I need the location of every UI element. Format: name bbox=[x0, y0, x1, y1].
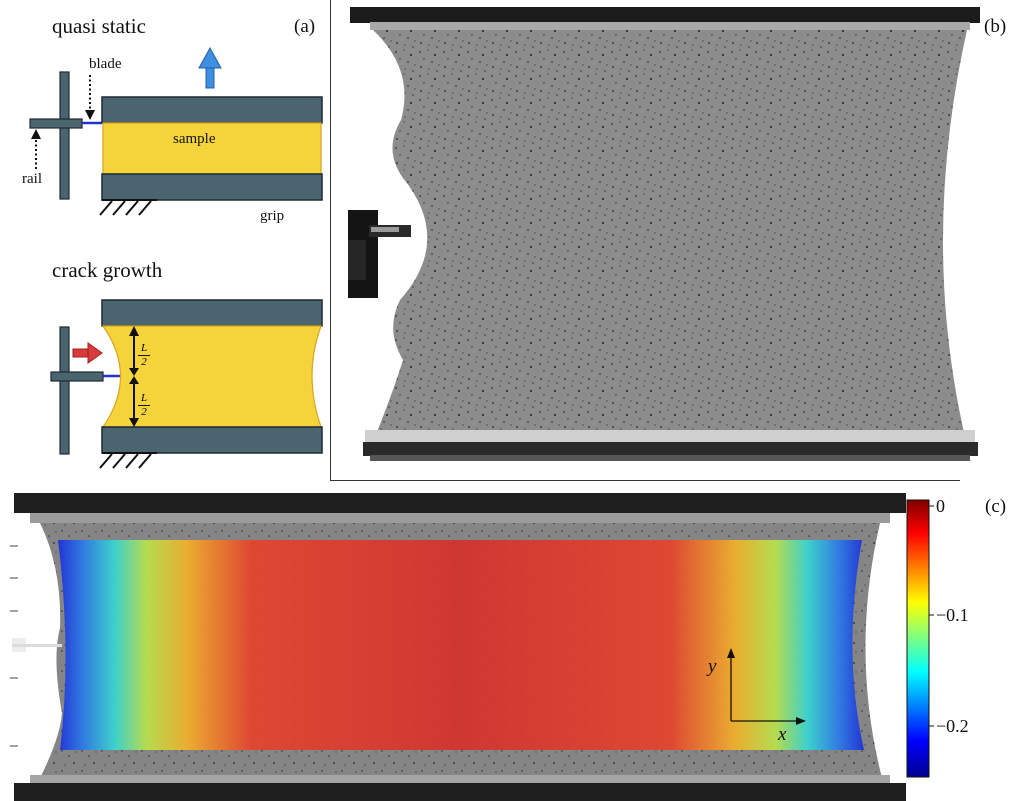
panel-b-label: (b) bbox=[984, 16, 1007, 37]
qs-rail-arm bbox=[29, 118, 83, 129]
cg-rail-post bbox=[59, 326, 70, 455]
panel-b-photo bbox=[345, 0, 1019, 470]
b-bottom-grip bbox=[363, 442, 978, 456]
c-coordinate-axes bbox=[727, 648, 806, 725]
colorbar-tick-2: −0.2 bbox=[936, 716, 969, 736]
c-strain-field bbox=[58, 540, 864, 750]
panel-a-schematic bbox=[29, 46, 323, 469]
panel-a-label: (a) bbox=[294, 16, 316, 37]
cg-bottom-grip bbox=[101, 426, 323, 454]
c-top-grip bbox=[14, 493, 906, 513]
qs-bottom-grip bbox=[101, 173, 323, 201]
c-bottom-grip bbox=[14, 783, 906, 801]
b-blade-tool bbox=[348, 210, 411, 298]
vertical-divider bbox=[330, 0, 331, 480]
qs-ground-hatch bbox=[99, 199, 157, 216]
qs-title: quasi static bbox=[52, 14, 146, 38]
axis-x-label: x bbox=[778, 724, 787, 745]
qs-up-arrow bbox=[198, 46, 222, 89]
cg-title: crack growth bbox=[52, 258, 163, 282]
colorbar-ticks bbox=[929, 505, 934, 727]
qs-rail-post bbox=[59, 71, 70, 200]
panel-a: quasi static (a) blade sample rail grip … bbox=[0, 0, 330, 480]
cg-length-arrows bbox=[129, 326, 139, 427]
cg-rail-arm bbox=[50, 371, 104, 382]
colorbar-tick-1: −0.1 bbox=[936, 605, 969, 625]
qs-sample-label: sample bbox=[173, 131, 216, 147]
b-speckled-sample bbox=[373, 30, 967, 437]
c-left-ticks bbox=[10, 545, 18, 747]
qs-top-grip bbox=[101, 96, 323, 124]
cg-top-grip bbox=[101, 299, 323, 327]
colorbar-tick-0: 0 bbox=[936, 496, 945, 516]
cg-sample bbox=[101, 325, 322, 428]
qs-blade-label: blade bbox=[89, 56, 122, 72]
colorbar bbox=[906, 499, 930, 778]
qs-grip-label: grip bbox=[260, 208, 285, 224]
panel-c: y x 0 −0.1 −0.2 (c) bbox=[0, 488, 1019, 801]
cg-ground-hatch bbox=[99, 452, 157, 469]
axis-y-label: y bbox=[708, 656, 717, 677]
panel-c-map bbox=[10, 493, 934, 801]
panel-b: (b) bbox=[345, 0, 1019, 470]
qs-rail-label: rail bbox=[22, 171, 42, 187]
horizontal-divider bbox=[330, 480, 960, 481]
cg-right-arrow bbox=[72, 342, 103, 364]
b-top-grip bbox=[350, 7, 980, 23]
panel-c-label: (c) bbox=[985, 496, 1007, 517]
